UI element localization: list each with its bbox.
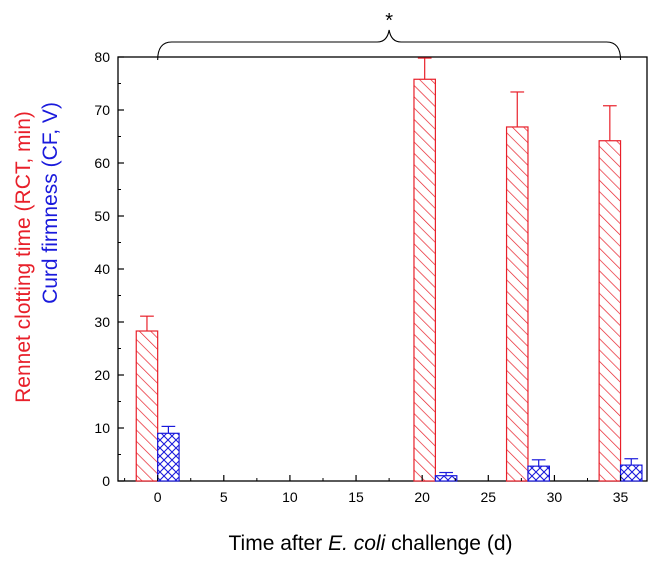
y-tick-label: 40 xyxy=(94,261,110,277)
x-tick-label: 30 xyxy=(547,489,563,505)
bar-rct xyxy=(135,330,159,482)
y-tick-label: 10 xyxy=(94,420,110,436)
y-tick-label: 60 xyxy=(94,155,110,171)
significance-annotation: * xyxy=(157,10,622,61)
y-tick-label: 50 xyxy=(94,208,110,224)
bar-cf xyxy=(157,432,180,482)
y-axis-label-rct: Rennet clotting time (RCT, min) xyxy=(12,111,35,403)
y-tick-label: 20 xyxy=(94,367,110,383)
y-axis: 0 10 20 30 40 50 60 70 80 xyxy=(94,49,124,489)
significance-star: * xyxy=(385,10,393,32)
bar-rct xyxy=(505,126,529,482)
y-axis-label-cf: Curd firmness (CF, V) xyxy=(39,102,62,304)
y-tick-label: 0 xyxy=(102,473,110,489)
bar-rct xyxy=(413,78,436,482)
plot-area xyxy=(117,56,648,482)
bar-cf xyxy=(619,464,643,482)
x-tick-label: 35 xyxy=(613,489,629,505)
bar-cf xyxy=(434,475,458,482)
x-tick-label: 15 xyxy=(348,489,364,505)
y-tick-label: 30 xyxy=(94,314,110,330)
x-tick-label: 25 xyxy=(481,489,497,505)
error-bars-layer xyxy=(140,57,639,476)
x-tick-label: 10 xyxy=(282,489,298,505)
x-tick-label: 20 xyxy=(414,489,430,505)
x-axis-label: Time after E. coli challenge (d) xyxy=(228,532,512,555)
x-tick-label: 0 xyxy=(154,489,162,505)
significance-brace xyxy=(157,29,622,61)
bars-layer xyxy=(135,78,643,482)
bar-cf xyxy=(527,465,550,482)
x-axis: 0 5 10 15 20 25 30 35 xyxy=(124,475,629,505)
x-tick-label: 5 xyxy=(220,489,228,505)
y-tick-label: 80 xyxy=(94,49,110,65)
y-tick-label: 70 xyxy=(94,102,110,118)
bar-rct xyxy=(598,140,622,482)
plot-frame xyxy=(117,56,648,482)
